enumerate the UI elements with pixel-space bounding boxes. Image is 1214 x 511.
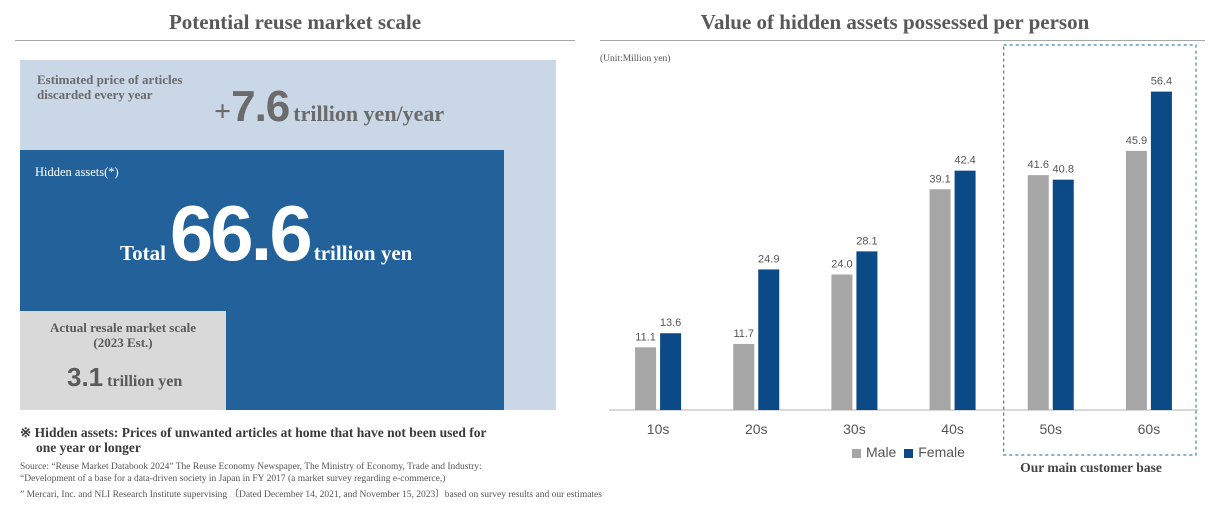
discard-plus: + [214,95,232,128]
data-label-female-50s: 40.8 [1053,164,1074,176]
resale-label-line2: (2023 Est.) [93,335,153,350]
resale-value: 3.1 [67,362,104,392]
source-line1: Source: “Reuse Market Databook 2024” The… [20,462,482,472]
data-label-male-40s: 39.1 [929,173,950,185]
hidden-assets-note: ※ Hidden assets: Prices of unwanted arti… [20,425,590,455]
data-label-female-40s: 42.4 [954,155,975,167]
note-line1: ※ Hidden assets: Prices of unwanted arti… [20,425,487,440]
bar-female-30s [856,251,878,410]
data-label-male-10s: 11.1 [635,331,656,343]
resale-label-line1: Actual resale market scale [50,320,196,335]
unit-note: (Unit:Million yen) [600,54,671,64]
bar-male-50s [1027,175,1049,410]
discard-label-line2: discarded every year [37,87,153,102]
resale-label: Actual resale market scale (2023 Est.) [20,320,226,350]
source-line3: ” Mercari, Inc. and NLI Research Institu… [20,490,602,500]
right-title-rule [600,40,1205,41]
legend-label-female: Female [918,444,965,460]
data-label-male-30s: 24.0 [831,259,852,271]
data-label-male-20s: 11.7 [733,328,754,340]
left-title-rule [15,40,575,41]
legend-item-male: Male [852,444,896,460]
hidden-total-word: Total [120,241,166,265]
bar-female-20s [758,269,780,410]
x-tick-label-40s: 40s [941,421,964,437]
bar-male-10s [635,347,657,410]
x-tick-label-30s: 30s [843,421,866,437]
x-tick-label-20s: 20s [745,421,768,437]
bar-female-10s [660,333,682,410]
legend-item-female: Female [904,444,965,460]
bar-chart: 11.1 13.6 10s 11.7 24.9 20s 24.0 28.1 30s 39.1 42.… [609,44,1198,456]
right-title: Value of hidden assets possessed per per… [700,10,1090,34]
bar-female-50s [1052,179,1074,410]
customer-base-highlight [1003,44,1197,456]
x-tick-label-50s: 50s [1039,421,1062,437]
x-tick-label-60s: 60s [1138,421,1161,437]
source-line2: “Development of a base for a data-driven… [20,473,446,484]
source-text: Source: “Reuse Market Databook 2024” The… [20,462,602,502]
bar-male-30s [831,274,853,410]
resale-unit: trillion yen [107,373,183,390]
hidden-assets-label: Hidden assets(*) [35,165,119,179]
legend-swatch-female [904,448,914,458]
data-label-female-20s: 24.9 [758,253,779,265]
hidden-total-unit: trillion yen [313,241,413,265]
discard-value: 7.6 [231,82,290,131]
hidden-total-value: 66.6 [169,189,313,277]
data-label-male-60s: 45.9 [1126,135,1147,147]
chart-legend: Male Female [852,444,965,460]
left-title: Potential reuse market scale [168,10,422,34]
resale-block [20,311,226,410]
data-label-female-10s: 13.6 [660,317,681,329]
bar-female-40s [954,170,976,410]
hidden-total-group: Total66.6 trillion yen [120,188,412,279]
discard-value-group: +7.6 trillion yen/year [214,82,444,132]
discard-label: Estimated price of articles discarded ev… [37,72,182,102]
resale-value-group: 3.1 trillion yen [67,362,182,393]
x-tick-label-10s: 10s [647,421,670,437]
bar-male-20s [733,343,755,410]
bar-female-60s [1150,91,1172,410]
note-line2: one year or longer [36,440,141,455]
legend-label-male: Male [866,444,897,460]
data-label-female-60s: 56.4 [1151,76,1172,88]
data-label-female-30s: 28.1 [856,235,877,247]
customer-base-label: Our main customer base [1020,460,1162,475]
discard-label-line1: Estimated price of articles [37,72,183,87]
data-label-male-50s: 41.6 [1028,159,1049,171]
legend-swatch-male [852,448,861,458]
bar-male-40s [929,189,951,410]
bar-male-60s [1125,150,1147,411]
discard-unit: trillion yen/year [293,101,445,126]
